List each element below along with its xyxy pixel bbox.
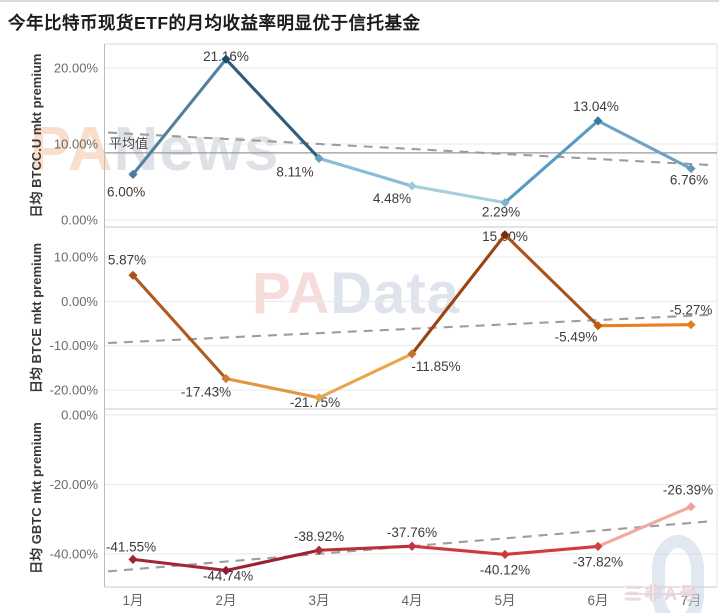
data-label: -21.75%: [290, 395, 340, 410]
x-tick-label: 6月: [587, 593, 608, 608]
data-point-marker: [500, 549, 510, 560]
line-segment: [410, 544, 507, 556]
data-point-marker: [593, 321, 603, 331]
data-label: -44.74%: [203, 568, 253, 583]
x-tick-label: 4月: [401, 593, 422, 608]
y-tick-label: -10.00%: [50, 338, 99, 353]
data-point-marker: [221, 54, 231, 64]
line-segment: [131, 57, 228, 176]
line-segment: [410, 184, 507, 205]
data-label: 6.76%: [670, 173, 708, 188]
panel-axis-title: 日均 BTCE mkt premium: [29, 243, 44, 393]
data-point-marker: [500, 230, 510, 240]
line-segment: [596, 323, 693, 328]
line-segment: [317, 544, 414, 552]
data-label: 8.11%: [276, 164, 313, 179]
data-label: -5.27%: [670, 303, 713, 318]
line-segment: [410, 233, 507, 356]
line-segment: [503, 233, 600, 328]
line-segment: [596, 119, 693, 171]
y-tick-label: -20.00%: [50, 477, 99, 492]
data-point-marker: [128, 169, 138, 179]
data-label: 2.29%: [482, 205, 520, 220]
data-point-marker: [686, 320, 696, 330]
data-label: 13.04%: [573, 99, 619, 114]
chart-title: 今年比特币现货ETF的月均收益率明显优于信托基金: [8, 13, 421, 33]
data-label: -40.12%: [480, 562, 530, 577]
data-label: 6.00%: [107, 184, 145, 199]
data-point-marker: [128, 270, 138, 280]
line-segment: [317, 352, 414, 400]
data-point-marker: [407, 349, 417, 359]
x-tick-label: 3月: [308, 593, 329, 608]
data-label: 5.87%: [108, 252, 146, 267]
y-tick-label: -20.00%: [50, 383, 99, 398]
y-tick-label: 10.00%: [54, 137, 99, 152]
panel-axis-title: 日均 GBTC mkt premium: [29, 422, 44, 574]
data-label: -5.49%: [555, 330, 598, 345]
data-label: -37.82%: [573, 554, 623, 569]
panews-watermark: PANews: [30, 114, 280, 185]
data-label: -17.43%: [181, 385, 231, 400]
data-point-marker: [407, 541, 417, 551]
y-tick-label: -40.00%: [50, 547, 99, 562]
line-segment: [317, 156, 414, 188]
data-point-marker: [314, 393, 324, 403]
y-tick-label: 10.00%: [54, 250, 99, 265]
data-point-marker: [221, 374, 231, 384]
line-segment: [596, 505, 693, 548]
y-tick-label: 20.00%: [54, 61, 99, 76]
line-segment: [503, 119, 600, 205]
x-tick-label: 2月: [215, 593, 236, 608]
x-tick-label: 1月: [122, 593, 143, 608]
x-tick-label: 7月: [680, 593, 701, 608]
data-point-marker: [128, 554, 138, 564]
data-point-marker: [593, 541, 603, 552]
trend-line: [107, 131, 715, 167]
data-label: 4.48%: [373, 191, 411, 206]
average-line-label: 平均值: [109, 136, 148, 151]
data-point-marker: [686, 164, 696, 174]
data-point-marker: [407, 181, 417, 191]
x-tick-label: 5月: [494, 593, 515, 608]
padata-watermark-data: Data: [330, 261, 460, 326]
data-label: -37.76%: [387, 525, 437, 540]
data-label: -41.55%: [106, 539, 156, 554]
panews-watermark-pa: PA: [30, 115, 114, 184]
panews-watermark-news: News: [113, 115, 280, 184]
line-segment: [131, 273, 228, 381]
y-tick-label: 0.00%: [61, 294, 98, 309]
trend-line: [107, 313, 715, 345]
padata-watermark: PAData: [252, 260, 460, 327]
data-label: -26.39%: [663, 483, 713, 498]
y-tick-label: 0.00%: [61, 408, 98, 423]
panel-axis-title: 日均 BTCC.U mkt premium: [29, 54, 44, 218]
line-segment: [503, 544, 600, 556]
data-point-marker: [221, 565, 231, 576]
data-point-marker: [686, 502, 696, 512]
data-label: -11.85%: [411, 359, 460, 374]
data-point-marker: [314, 545, 324, 555]
line-segment: [131, 557, 228, 573]
padata-watermark-pa: PA: [252, 261, 331, 326]
line-segment: [224, 57, 321, 160]
line-segment: [224, 548, 321, 573]
data-label: -38.92%: [294, 529, 344, 544]
line-segment: [224, 377, 321, 400]
data-point-marker: [500, 197, 510, 208]
y-tick-label: 0.00%: [61, 213, 98, 228]
data-point-marker: [593, 116, 603, 126]
data-point-marker: [314, 153, 324, 163]
